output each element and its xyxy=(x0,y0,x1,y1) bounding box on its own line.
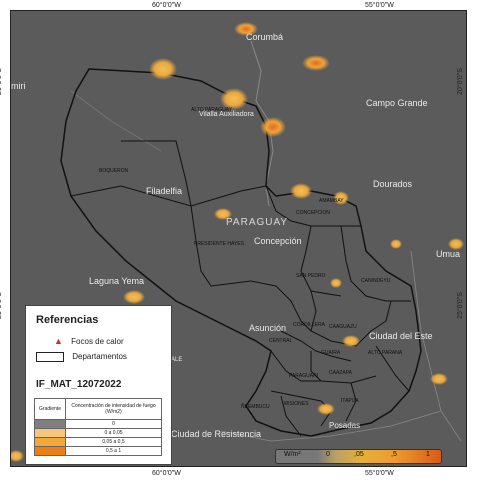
lat-tick-20-left: 20°0'0"S xyxy=(0,68,3,95)
city-ale: ALE xyxy=(171,357,183,363)
dept-canindeyu: CANINDEYU xyxy=(361,278,391,284)
dept-itapua: ITAPUA xyxy=(341,398,359,404)
legend-departamentos-label: Departamentos xyxy=(72,352,127,362)
paraguay-outline xyxy=(60,68,422,437)
dept-presidente-hayes: PRESIDENTE HAYES xyxy=(194,241,244,247)
gradient-swatch xyxy=(34,419,66,429)
lon-tick-55-bottom: 55°0'0"W xyxy=(365,470,394,477)
river-parana xyxy=(410,250,462,442)
department-boundaries xyxy=(70,140,411,437)
gradient-swatch xyxy=(34,437,66,447)
city-filadelfia: Filadelfia xyxy=(146,186,183,196)
map-canvas[interactable] xyxy=(11,11,466,466)
dept-caazapa: CAAZAPA xyxy=(329,370,352,376)
dept-concepcion: CONCEPCION xyxy=(296,210,330,216)
city-ciudad-este: Ciudad del Este xyxy=(369,331,433,341)
gradient-swatch xyxy=(34,428,66,438)
dept-amambay: AMAMBAY xyxy=(319,198,344,204)
lon-tick-60-bottom: 60°0'0"W xyxy=(152,470,181,477)
city-concepcion: Concepción xyxy=(254,236,302,246)
city-laguna-yema: Laguna Yema xyxy=(89,276,145,286)
lat-tick-25-left: 25°0'0"S xyxy=(0,292,3,319)
dept-neembucu: ÑEEMBUCU xyxy=(241,404,270,410)
city-resistencia: Ciudad de Resistencia xyxy=(171,429,262,439)
gradient-label: 0 a 0,05 xyxy=(65,428,162,438)
scale-label: 0 xyxy=(326,451,330,458)
gradient-label: 0 xyxy=(65,419,162,429)
border-argentina xyxy=(220,410,442,442)
lat-tick-20-right: 20°0'0"S xyxy=(456,68,464,95)
city-miri: miri xyxy=(11,81,26,91)
intensity-scale-bar: W/m² 0 ,05 ,5 1 xyxy=(275,449,442,464)
scale-unit: W/m² xyxy=(284,451,301,458)
legend-row-departamentos: Departamentos xyxy=(36,352,127,362)
city-asuncion: Asunción xyxy=(249,323,287,333)
gradient-header-2: Concentración de intensidad de fuego (W/… xyxy=(65,398,162,420)
dept-caaguazu: CAAGUAZU xyxy=(329,324,357,330)
gradient-row: 0,05 a 0,5 xyxy=(34,437,162,447)
legend-code: IF_MAT_12072022 xyxy=(36,379,122,390)
lat-tick-25-right: 25°0'0"S xyxy=(456,292,464,319)
dept-boqueron: BOQUERON xyxy=(99,168,129,174)
legend-panel: Referencias ▲ Focos de calor Departament… xyxy=(25,305,172,465)
dept-alto-paraguay: ALTO PARAGUAY xyxy=(191,107,233,113)
dept-alto-parana: ALTO PARANA xyxy=(368,350,403,356)
scale-label: 1 xyxy=(426,451,430,458)
legend-title: Referencias xyxy=(36,314,99,326)
city-bahia-negra: Vilalla Auxiliadora xyxy=(199,111,254,118)
lon-tick-60-top: 60°0'0"W xyxy=(152,2,181,9)
dept-central: CENTRAL xyxy=(269,338,293,344)
city-campo-grande: Campo Grande xyxy=(366,98,428,108)
city-corumba: Corumbá xyxy=(246,32,284,42)
legend-row-focos: ▲ Focos de calor xyxy=(36,336,124,346)
hotspots xyxy=(11,22,464,462)
scale-label: ,05 xyxy=(354,451,364,458)
fire-icon: ▲ xyxy=(54,336,63,346)
gradient-row: 0 a 0,05 xyxy=(34,428,162,438)
dept-paraguari: PARAGUARI xyxy=(289,373,319,379)
legend-focos-label: Focos de calor xyxy=(71,337,124,346)
city-posadas: Posadas xyxy=(329,421,361,430)
scale-label: ,5 xyxy=(391,451,397,458)
department-box-icon xyxy=(36,352,64,362)
dept-misiones: MISIONES xyxy=(284,401,309,407)
gradient-table: Gradiente Concentración de intensidad de… xyxy=(34,398,162,456)
country-label: PARAGUAY xyxy=(226,217,289,228)
gradient-label: 0,05 a 0,5 xyxy=(65,437,162,447)
city-dourados: Dourados xyxy=(373,179,413,189)
dept-cordillera: CORDILLERA xyxy=(293,322,325,328)
city-umua: Umua xyxy=(436,249,461,259)
gradient-label: 0,5 a 1 xyxy=(65,446,162,456)
gradient-row: 0,5 a 1 xyxy=(34,446,162,456)
dept-san-pedro: SAN PEDRO xyxy=(296,273,326,279)
border-bolivia xyxy=(70,90,162,152)
gradient-swatch xyxy=(34,446,66,456)
dept-guaira: GUAIRA xyxy=(321,350,341,356)
gradient-row: 0 xyxy=(34,419,162,429)
lon-tick-55-top: 55°0'0"W xyxy=(365,2,394,9)
gradient-header-1: Gradiente xyxy=(34,398,66,420)
